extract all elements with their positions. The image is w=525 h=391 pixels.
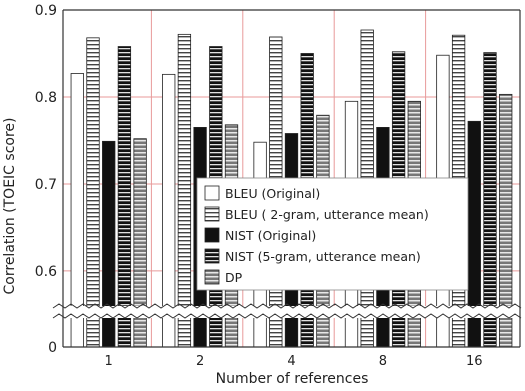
x-tick-label: 8 <box>379 354 387 369</box>
x-tick-label: 4 <box>287 354 295 369</box>
axis-break <box>52 303 522 319</box>
legend-label: DP <box>225 270 243 285</box>
legend-swatch <box>204 185 220 201</box>
legend-label: BLEU ( 2-gram, utterance mean) <box>225 207 429 222</box>
x-tick-label: 2 <box>196 354 204 369</box>
bar <box>177 33 192 348</box>
bar <box>483 52 497 348</box>
x-tick-label: 16 <box>466 354 483 369</box>
axis-labels: Correlation (TOEIC score) Number of refe… <box>2 118 369 387</box>
axis-break-line <box>52 313 522 319</box>
legend-swatch <box>204 269 220 285</box>
legend-swatch <box>204 206 220 222</box>
y-tick-label: 0.9 <box>35 3 57 19</box>
legend-box <box>196 177 469 291</box>
y-tick-label: 0.8 <box>35 90 57 106</box>
bar <box>117 46 132 348</box>
bar <box>70 73 84 348</box>
legend-swatch <box>204 248 220 264</box>
bar <box>86 37 100 348</box>
y-tick-label: 0.7 <box>35 177 57 193</box>
legend-label: NIST (Original) <box>225 228 316 243</box>
y-tick-label: 0.6 <box>35 264 57 280</box>
y-axis-label: Correlation (TOEIC score) <box>2 118 18 295</box>
x-axis-label: Number of references <box>216 371 369 386</box>
legend-label: NIST (5-gram, utterance mean) <box>225 249 421 264</box>
legend-label: BLEU (Original) <box>225 186 320 201</box>
axis-break-gap <box>61 306 522 318</box>
axis-break-line <box>52 303 522 309</box>
legend: BLEU (Original) BLEU ( 2-gram, utterance … <box>196 177 469 291</box>
legend-swatch <box>204 227 220 243</box>
axes: 0 0.6 0.7 0.8 0.9 1 2 4 8 16 <box>35 3 521 369</box>
y-tick-label: 0 <box>48 340 57 356</box>
x-tick-label: 1 <box>105 354 113 369</box>
